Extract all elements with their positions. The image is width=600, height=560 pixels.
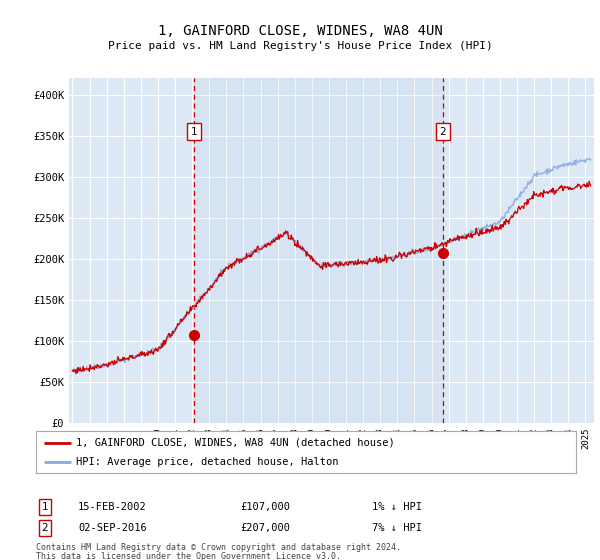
Text: 2: 2 — [440, 127, 446, 137]
Text: Contains HM Land Registry data © Crown copyright and database right 2024.: Contains HM Land Registry data © Crown c… — [36, 543, 401, 552]
Text: 7% ↓ HPI: 7% ↓ HPI — [372, 523, 422, 533]
Text: 1, GAINFORD CLOSE, WIDNES, WA8 4UN (detached house): 1, GAINFORD CLOSE, WIDNES, WA8 4UN (deta… — [77, 437, 395, 447]
Bar — [194, 78, 443, 423]
Text: 1: 1 — [41, 502, 49, 512]
Text: 1% ↓ HPI: 1% ↓ HPI — [372, 502, 422, 512]
Text: This data is licensed under the Open Government Licence v3.0.: This data is licensed under the Open Gov… — [36, 552, 341, 560]
Text: 2: 2 — [41, 523, 49, 533]
Text: HPI: Average price, detached house, Halton: HPI: Average price, detached house, Halt… — [77, 457, 339, 467]
Text: £107,000: £107,000 — [240, 502, 290, 512]
Text: £207,000: £207,000 — [240, 523, 290, 533]
Text: 15-FEB-2002: 15-FEB-2002 — [78, 502, 147, 512]
Text: Price paid vs. HM Land Registry's House Price Index (HPI): Price paid vs. HM Land Registry's House … — [107, 41, 493, 51]
Text: 1: 1 — [191, 127, 197, 137]
Text: 1, GAINFORD CLOSE, WIDNES, WA8 4UN: 1, GAINFORD CLOSE, WIDNES, WA8 4UN — [158, 24, 442, 38]
Text: 02-SEP-2016: 02-SEP-2016 — [78, 523, 147, 533]
